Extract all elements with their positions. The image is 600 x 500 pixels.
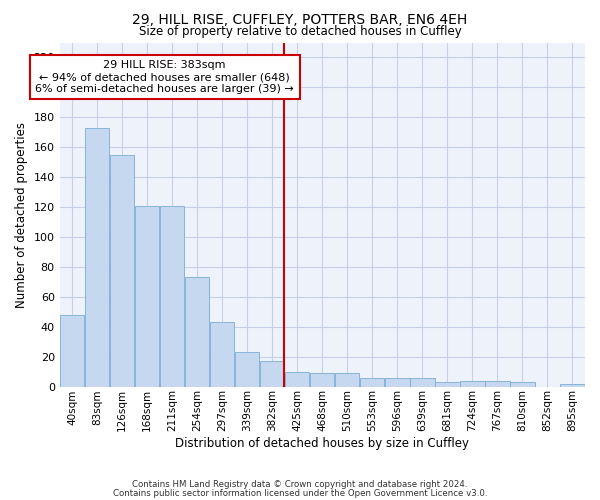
X-axis label: Distribution of detached houses by size in Cuffley: Distribution of detached houses by size …: [175, 437, 469, 450]
Bar: [511, 382, 535, 386]
Bar: [485, 380, 509, 386]
Bar: [260, 361, 284, 386]
Bar: [135, 206, 160, 386]
Bar: [160, 206, 184, 386]
Text: Contains HM Land Registry data © Crown copyright and database right 2024.: Contains HM Land Registry data © Crown c…: [132, 480, 468, 489]
Bar: [410, 378, 434, 386]
Bar: [285, 372, 310, 386]
Y-axis label: Number of detached properties: Number of detached properties: [15, 122, 28, 308]
Bar: [60, 314, 85, 386]
Bar: [210, 322, 235, 386]
Bar: [335, 373, 359, 386]
Text: Size of property relative to detached houses in Cuffley: Size of property relative to detached ho…: [139, 25, 461, 38]
Bar: [110, 154, 134, 386]
Text: 29, HILL RISE, CUFFLEY, POTTERS BAR, EN6 4EH: 29, HILL RISE, CUFFLEY, POTTERS BAR, EN6…: [133, 12, 467, 26]
Text: 29 HILL RISE: 383sqm
← 94% of detached houses are smaller (648)
6% of semi-detac: 29 HILL RISE: 383sqm ← 94% of detached h…: [35, 60, 294, 94]
Bar: [560, 384, 584, 386]
Bar: [85, 128, 109, 386]
Bar: [435, 382, 460, 386]
Bar: [185, 278, 209, 386]
Bar: [360, 378, 385, 386]
Bar: [385, 378, 410, 386]
Bar: [235, 352, 259, 386]
Bar: [460, 380, 485, 386]
Bar: [310, 373, 334, 386]
Text: Contains public sector information licensed under the Open Government Licence v3: Contains public sector information licen…: [113, 488, 487, 498]
